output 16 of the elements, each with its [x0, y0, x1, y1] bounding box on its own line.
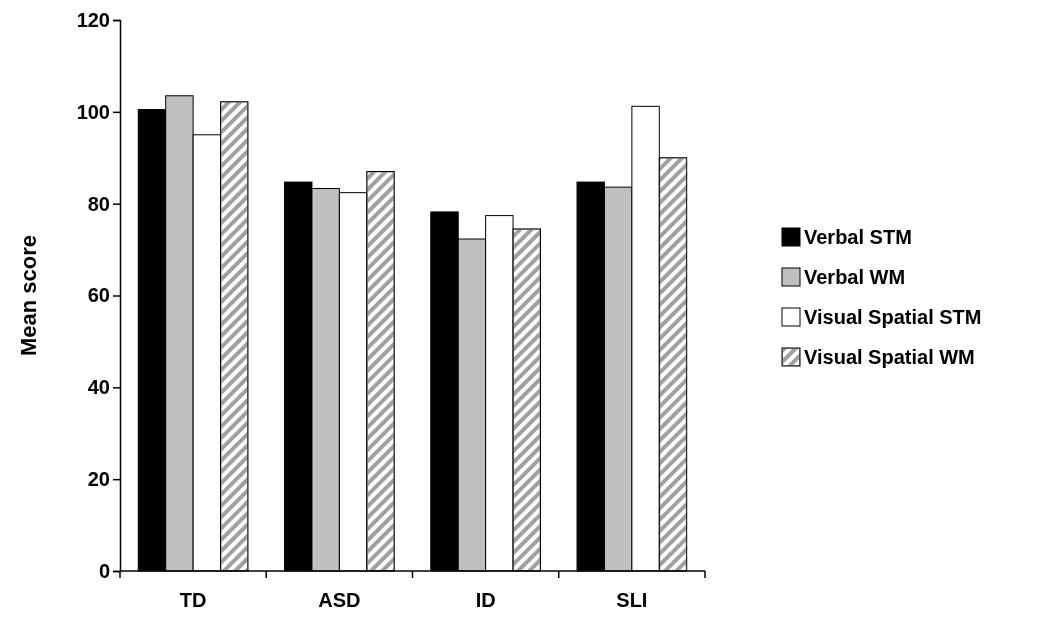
- y-tick-label: 20: [87, 468, 110, 491]
- y-axis-title: Mean score: [16, 234, 41, 357]
- x-tick-label: SLI: [616, 589, 648, 611]
- x-tick-label: TD: [179, 589, 207, 611]
- y-tick-label: 60: [87, 284, 110, 307]
- x-tick-label: ASD: [318, 589, 361, 611]
- legend-label: Visual Spatial WM: [804, 346, 975, 368]
- legend-label: Verbal WM: [804, 266, 906, 288]
- x-tick-label: ID: [475, 589, 496, 611]
- y-tick-label: 100: [76, 100, 110, 123]
- y-tick-label: 0: [98, 559, 110, 582]
- y-tick-label: 120: [76, 8, 110, 31]
- y-tick-label: 80: [87, 192, 110, 215]
- y-tick-label: 40: [87, 376, 110, 399]
- legend-label: Verbal STM: [804, 226, 912, 248]
- legend-label: Visual Spatial STM: [804, 306, 982, 328]
